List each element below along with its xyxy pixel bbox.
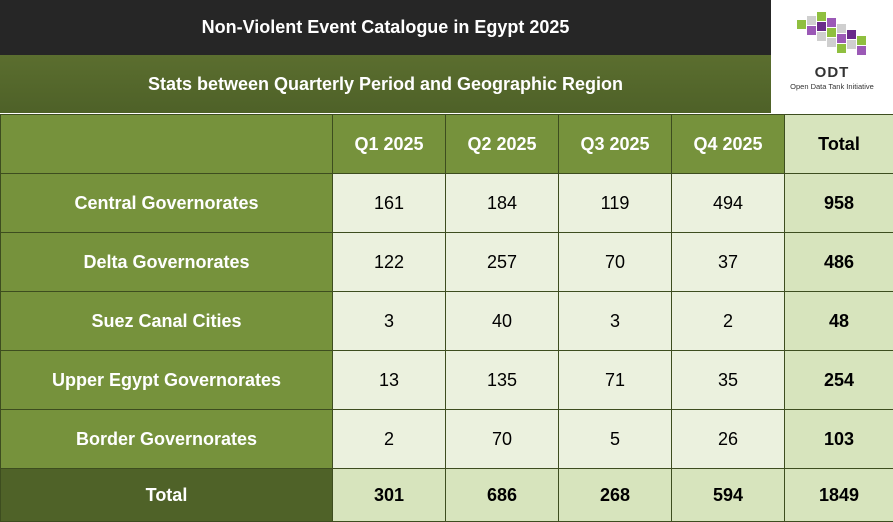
table-cell: 40	[446, 292, 559, 351]
row-total: 958	[785, 174, 893, 233]
column-header-q2: Q2 2025	[446, 115, 559, 174]
column-header-q4: Q4 2025	[672, 115, 785, 174]
table-cell: 494	[672, 174, 785, 233]
footer-row: Total 301 686 268 594 1849	[1, 469, 893, 522]
header-row: Q1 2025 Q2 2025 Q3 2025 Q4 2025 Total	[1, 115, 893, 174]
table-cell: 2	[333, 410, 446, 469]
table-cell: 3	[333, 292, 446, 351]
row-total: 48	[785, 292, 893, 351]
table-row: Central Governorates 161 184 119 494 958	[1, 174, 893, 233]
table-cell: 71	[559, 351, 672, 410]
table-cell: 3	[559, 292, 672, 351]
table-row: Suez Canal Cities 3 40 3 2 48	[1, 292, 893, 351]
row-label: Upper Egypt Governorates	[1, 351, 333, 410]
footer-label: Total	[1, 469, 333, 522]
row-label: Border Governorates	[1, 410, 333, 469]
table-cell: 2	[672, 292, 785, 351]
corner-cell	[1, 115, 333, 174]
cubes-logo-icon	[795, 10, 869, 62]
table-cell: 122	[333, 233, 446, 292]
column-header-q3: Q3 2025	[559, 115, 672, 174]
column-header-total: Total	[785, 115, 893, 174]
table-cell: 26	[672, 410, 785, 469]
page-title: Non-Violent Event Catalogue in Egypt 202…	[0, 0, 771, 55]
table-cell: 161	[333, 174, 446, 233]
table-cell: 184	[446, 174, 559, 233]
table-cell: 13	[333, 351, 446, 410]
logo-tagline: Open Data Tank Initiative	[790, 82, 874, 91]
table-cell: 5	[559, 410, 672, 469]
row-label: Suez Canal Cities	[1, 292, 333, 351]
table-row: Delta Governorates 122 257 70 37 486	[1, 233, 893, 292]
row-label: Central Governorates	[1, 174, 333, 233]
footer-cell: 301	[333, 469, 446, 522]
footer-cell: 594	[672, 469, 785, 522]
stats-table: Q1 2025 Q2 2025 Q3 2025 Q4 2025 Total Ce…	[0, 114, 893, 522]
page-subtitle: Stats between Quarterly Period and Geogr…	[0, 55, 771, 113]
table-row: Upper Egypt Governorates 13 135 71 35 25…	[1, 351, 893, 410]
odt-logo: ODT Open Data Tank Initiative	[771, 0, 893, 113]
row-total: 486	[785, 233, 893, 292]
grand-total: 1849	[785, 469, 893, 522]
table-cell: 37	[672, 233, 785, 292]
footer-cell: 268	[559, 469, 672, 522]
table-cell: 35	[672, 351, 785, 410]
table-cell: 119	[559, 174, 672, 233]
table-cell: 70	[559, 233, 672, 292]
row-total: 254	[785, 351, 893, 410]
table-cell: 257	[446, 233, 559, 292]
row-label: Delta Governorates	[1, 233, 333, 292]
row-total: 103	[785, 410, 893, 469]
table-cell: 135	[446, 351, 559, 410]
table-cell: 70	[446, 410, 559, 469]
footer-cell: 686	[446, 469, 559, 522]
table-row: Border Governorates 2 70 5 26 103	[1, 410, 893, 469]
logo-wordmark: ODT	[815, 64, 850, 81]
column-header-q1: Q1 2025	[333, 115, 446, 174]
